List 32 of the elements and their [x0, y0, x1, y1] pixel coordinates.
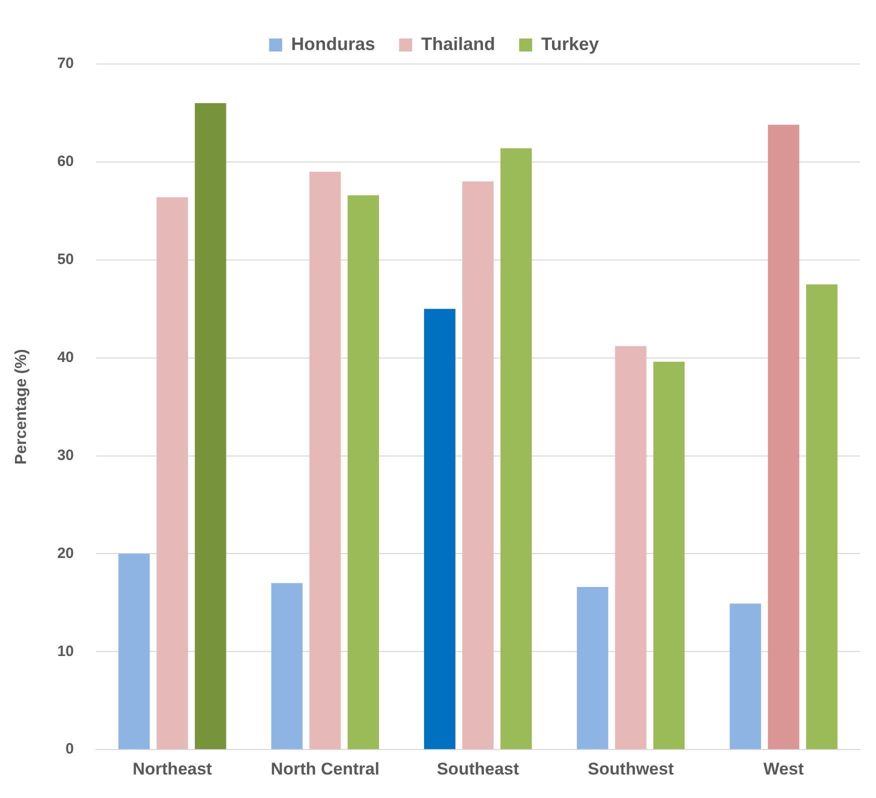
bar	[576, 587, 608, 750]
x-tick-label: Northeast	[132, 759, 212, 778]
bar	[424, 308, 456, 750]
bar	[500, 148, 532, 750]
y-tick-label: 60	[57, 153, 74, 170]
y-tick-label: 40	[57, 348, 74, 366]
x-tick-label: Southwest	[588, 759, 674, 778]
bar	[118, 554, 150, 750]
legend-label: Turkey	[541, 34, 599, 54]
y-tick-label: 10	[57, 642, 74, 660]
bar	[156, 197, 188, 750]
y-tick-label: 70	[57, 55, 74, 72]
legend-label: Honduras	[291, 34, 376, 54]
bar	[653, 362, 685, 750]
legend-label: Thailand	[421, 34, 496, 54]
y-tick-label: 20	[57, 544, 74, 562]
bar	[730, 604, 762, 750]
bar	[194, 103, 226, 750]
bar	[271, 583, 303, 750]
y-tick-label: 0	[66, 740, 74, 758]
bar	[348, 195, 379, 750]
bar	[806, 284, 838, 750]
x-tick-label: Southeast	[436, 759, 520, 778]
bar	[462, 182, 494, 750]
x-tick-label: North Central	[270, 759, 380, 778]
bar	[615, 346, 646, 750]
x-tick-label: West	[763, 759, 804, 778]
y-axis-title: Percentage (%)	[13, 349, 30, 465]
bar	[309, 172, 341, 750]
bar	[768, 124, 800, 750]
y-tick-label: 50	[57, 251, 74, 268]
y-tick-label: 30	[57, 446, 74, 464]
